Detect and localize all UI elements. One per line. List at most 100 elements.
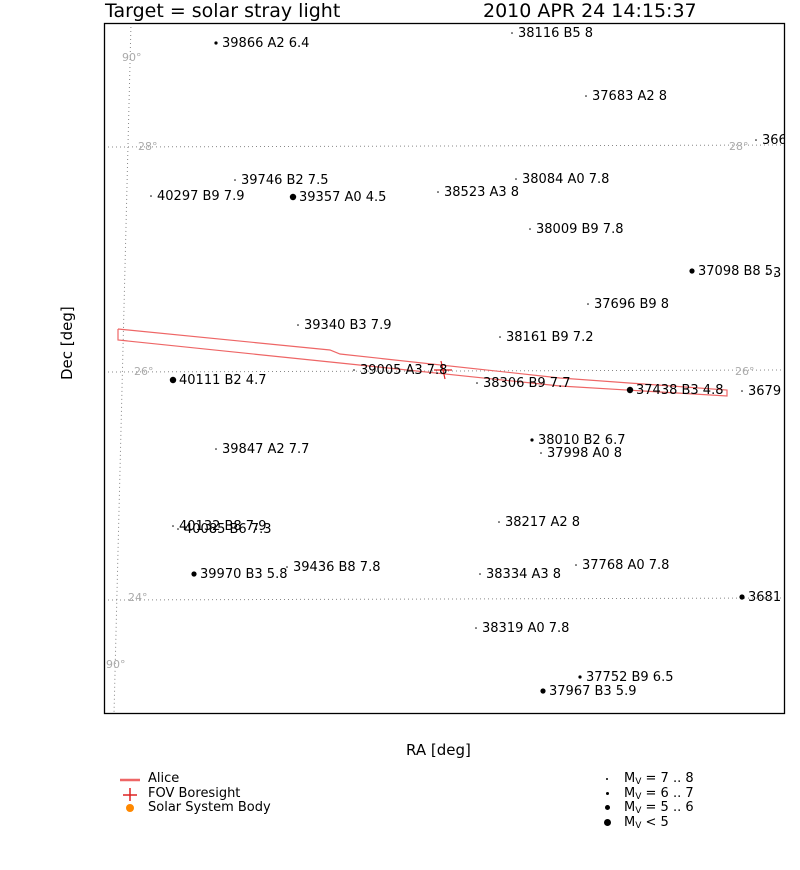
star-14: 38161 B9 7.2 <box>499 330 593 345</box>
star-marker <box>515 178 517 180</box>
legend-left: Alice FOV Boresight Solar System Body <box>118 771 271 816</box>
star-marker <box>215 448 217 450</box>
star-1: 38116 B5 8 <box>511 26 593 41</box>
star-marker <box>626 386 634 394</box>
grid-line-ra-90 <box>113 23 132 714</box>
plot-frame <box>103 22 786 715</box>
grid-line-dec-26 <box>104 369 784 373</box>
star-label: 39357 A0 4.5 <box>299 190 386 205</box>
star-23: 38217 A2 8 <box>498 515 580 530</box>
star-marker <box>585 95 587 97</box>
star-marker <box>191 571 197 577</box>
title-datetime: 2010 APR 24 14:15:37 <box>483 0 697 22</box>
grid-label-dec28-left: 28° <box>138 140 158 153</box>
star-8: 38523 A3 8 <box>437 185 519 200</box>
star-marker <box>177 528 179 530</box>
star-label: 39866 A2 6.4 <box>222 36 309 51</box>
legend-item-ssb: Solar System Body <box>118 800 271 816</box>
star-label: 38084 A0 7.8 <box>522 172 609 187</box>
star-label: 38217 A2 8 <box>505 515 580 530</box>
star-6: 40297 B9 7.9 <box>150 189 244 204</box>
star-label: 37098 B8 5. <box>698 264 777 279</box>
y-axis-label: Dec [deg] <box>58 306 76 380</box>
mag-dot-large-icon <box>605 805 610 810</box>
grid-label-dec26-left: 26° <box>134 365 154 378</box>
legend-label-alice: Alice <box>148 771 180 786</box>
star-label: 38306 B9 7.7 <box>483 376 570 391</box>
star-marker <box>150 195 152 197</box>
star-4: 39746 B2 7.5 <box>234 173 328 188</box>
x-axis-label: RA [deg] <box>406 741 471 759</box>
star-27: 37768 A0 7.8 <box>575 558 669 573</box>
grid-label-dec26-right: 26° <box>735 365 755 378</box>
star-marker <box>689 268 695 274</box>
star-33: 37967 B3 5.9 <box>540 684 636 699</box>
grid-label-ra-bottom: 90° <box>106 658 126 671</box>
star-marker <box>511 32 513 34</box>
star-21: 39847 A2 7.7 <box>215 442 309 457</box>
legend-mag-7-8: MV = 7 .. 8 <box>596 771 694 787</box>
star-label: 38010 B2 6.7 <box>538 433 625 448</box>
star-31: 38319 A0 7.8 <box>475 621 569 636</box>
star-24: 40132 B8 7.9 <box>172 519 266 534</box>
star-label: 39436 B8 7.8 <box>293 560 380 575</box>
star-26: 39436 B8 7.8 <box>286 560 380 575</box>
legend-item-boresight: FOV Boresight <box>118 785 271 802</box>
star-marker <box>741 390 743 392</box>
star-marker <box>529 228 531 230</box>
star-label: 3 <box>773 266 781 281</box>
legend-label-boresight: FOV Boresight <box>148 785 241 801</box>
star-marker <box>575 564 577 566</box>
star-13: 39340 B3 7.9 <box>297 318 391 333</box>
star-25: 40085 B6 7.3 <box>177 522 271 537</box>
legend-mag-lt-5: MV < 5 <box>596 815 694 831</box>
star-11: 3 <box>766 266 781 281</box>
star-marker <box>540 688 546 694</box>
title-target: Target = solar stray light <box>105 0 341 22</box>
star-label: 3679 <box>748 384 781 399</box>
star-label: 366 <box>762 133 787 148</box>
star-22: 37998 A0 8 <box>540 446 622 461</box>
star-20: 38010 B2 6.7 <box>530 433 625 448</box>
star-label: 37752 B9 6.5 <box>586 670 673 685</box>
star-19: 3679 <box>741 384 781 399</box>
legend-mag-6-7: MV = 6 .. 7 <box>596 786 694 802</box>
star-marker <box>499 336 501 338</box>
star-label: 39847 A2 7.7 <box>222 442 309 457</box>
star-label: 38334 A3 8 <box>486 567 561 582</box>
star-18: 37438 B3 4.8 <box>626 383 723 398</box>
grid-label-dec28-right: 28° <box>729 140 749 153</box>
star-32: 37752 B9 6.5 <box>578 670 673 685</box>
star-29: 38334 A3 8 <box>479 567 561 582</box>
star-label: 37683 A2 8 <box>592 89 667 104</box>
star-label: 37438 B3 4.8 <box>636 383 723 398</box>
star-marker <box>766 272 768 274</box>
star-16: 40111 B2 4.7 <box>169 373 266 388</box>
star-label: 38116 B5 8 <box>518 26 593 41</box>
star-17: 38306 B9 7.7 <box>476 376 570 391</box>
star-label: 39746 B2 7.5 <box>241 173 328 188</box>
star-12: 37696 B9 8 <box>587 297 669 312</box>
star-label: 3681 <box>748 590 781 605</box>
star-15: 39005 A3 7.8 <box>353 363 447 378</box>
star-marker <box>289 193 297 201</box>
star-9: 38009 B9 7.8 <box>529 222 623 237</box>
star-marker <box>530 438 534 442</box>
star-0: 39866 A2 6.4 <box>214 36 309 51</box>
star-label: 38161 B9 7.2 <box>506 330 593 345</box>
star-marker <box>214 41 218 45</box>
plot-area: 90° 90° 28° 28° 26° 26° 24° 39866 A2 6.4 38116 B… <box>104 23 787 714</box>
star-marker <box>169 376 177 384</box>
star-marker <box>297 324 299 326</box>
star-label: 40297 B9 7.9 <box>157 189 244 204</box>
star-marker <box>479 573 481 575</box>
star-marker <box>578 675 582 679</box>
star-30: 3681 <box>739 590 781 605</box>
star-marker <box>498 521 500 523</box>
star-marker <box>437 191 439 193</box>
star-label: 39970 B3 5.8 <box>200 567 287 582</box>
alice-slit-outline <box>117 328 728 397</box>
star-label: 39340 B3 7.9 <box>304 318 391 333</box>
star-2: 37683 A2 8 <box>585 89 667 104</box>
star-marker <box>353 369 355 371</box>
